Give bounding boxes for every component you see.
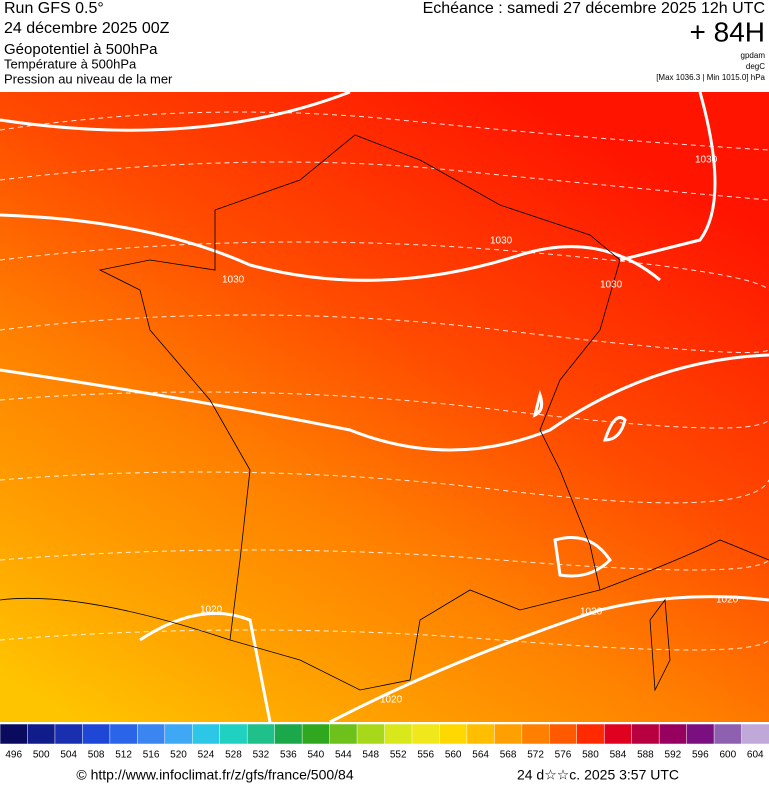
map: 1030 1030 1030 1030 1020 1020 1020 1020 bbox=[0, 90, 769, 724]
source-url: © http://www.infoclimat.fr/z/gfs/france/… bbox=[76, 767, 353, 783]
colorbar-label: 576 bbox=[555, 750, 572, 761]
colorbar-swatch bbox=[658, 723, 688, 745]
colorbar-swatch bbox=[219, 723, 248, 745]
colorbar-swatch bbox=[466, 723, 496, 745]
colorbar-label: 552 bbox=[390, 750, 407, 761]
layer-pressure: Pression au niveau de la mer bbox=[4, 71, 173, 86]
pressure-isobars bbox=[0, 90, 769, 724]
colorbar-label: 564 bbox=[472, 750, 489, 761]
colorbar-swatch bbox=[274, 723, 303, 745]
france-border bbox=[98, 134, 621, 691]
colorbar-label: 556 bbox=[417, 750, 434, 761]
colorbar-swatch bbox=[384, 723, 413, 745]
temperature-isolines bbox=[0, 111, 769, 651]
colorbar-swatch bbox=[82, 723, 111, 745]
unit-degc: degC bbox=[746, 62, 765, 71]
colorbar-label: 520 bbox=[170, 750, 187, 761]
colorbar-swatch bbox=[713, 723, 743, 745]
colorbar-swatch bbox=[192, 723, 221, 745]
colorbar-label: 528 bbox=[225, 750, 242, 761]
colorbar-label: 588 bbox=[637, 750, 654, 761]
colorbar-label: 596 bbox=[692, 750, 709, 761]
valid-time: Echéance : samedi 27 décembre 2025 12h U… bbox=[423, 0, 765, 17]
pressure-range: [Max 1036.3 | Min 1015.0] hPa bbox=[656, 73, 765, 82]
colorbar-swatch bbox=[521, 723, 551, 745]
colorbar-swatch bbox=[411, 723, 441, 745]
run-date: 24 décembre 2025 00Z bbox=[4, 20, 170, 37]
colorbar-label: 568 bbox=[500, 750, 517, 761]
layer-temperature: Température à 500hPa bbox=[4, 56, 137, 71]
colorbar-label: 572 bbox=[527, 750, 544, 761]
colorbar-label: 496 bbox=[5, 750, 22, 761]
colorbar-swatch bbox=[686, 723, 715, 745]
colorbar-label: 532 bbox=[253, 750, 270, 761]
colorbar-swatch bbox=[301, 723, 331, 745]
colorbar-label: 500 bbox=[33, 750, 50, 761]
colorbar-swatch bbox=[164, 723, 194, 745]
colorbar-label: 508 bbox=[88, 750, 105, 761]
contour-label: 1020 bbox=[580, 607, 603, 618]
colorbar-swatch bbox=[109, 723, 139, 745]
colorbar-label: 600 bbox=[719, 750, 736, 761]
contour-label: 1030 bbox=[222, 275, 245, 286]
contour-label: 1020 bbox=[200, 605, 223, 616]
colorbar-label: 544 bbox=[335, 750, 352, 761]
colorbar-swatch bbox=[576, 723, 605, 745]
generated-time: 24 d☆☆c. 2025 3:57 UTC bbox=[517, 767, 679, 783]
colorbar-swatch bbox=[0, 723, 29, 745]
colorbar-swatch bbox=[439, 723, 468, 745]
colorbar-label: 584 bbox=[610, 750, 627, 761]
colorbar-label: 580 bbox=[582, 750, 599, 761]
colorbar-label: 592 bbox=[665, 750, 682, 761]
contour-label: 1030 bbox=[600, 280, 623, 291]
colorbar-label: 604 bbox=[747, 750, 764, 761]
colorbar-swatch bbox=[54, 723, 84, 745]
colorbar-swatch bbox=[603, 723, 633, 745]
colorbar-swatch bbox=[246, 723, 276, 745]
lead-time: + 84H bbox=[690, 16, 766, 47]
contour-label: 1020 bbox=[380, 695, 403, 706]
colorbar-label: 560 bbox=[445, 750, 462, 761]
contour-label: 1020 bbox=[716, 595, 739, 606]
colorbar-swatch bbox=[356, 723, 386, 745]
layer-geopotential: Géopotentiel à 500hPa bbox=[4, 41, 158, 58]
colorbar-swatch bbox=[631, 723, 660, 745]
colorbar-swatch bbox=[741, 723, 769, 745]
temperature-field bbox=[0, 92, 769, 722]
unit-gpdam: gpdam bbox=[741, 51, 766, 60]
colorbar-label: 524 bbox=[198, 750, 215, 761]
colorbar-swatch bbox=[549, 723, 578, 745]
contour-label: 1030 bbox=[490, 236, 513, 247]
colorbar-swatch bbox=[494, 723, 523, 745]
colorbar-label: 516 bbox=[143, 750, 160, 761]
run-title: Run GFS 0.5° bbox=[4, 0, 104, 17]
colorbar: 496 500 504 508 512 516 520 524 528 532 536 540 544 5… bbox=[0, 723, 769, 761]
colorbar-swatch bbox=[329, 723, 358, 745]
colorbar-label: 540 bbox=[307, 750, 324, 761]
contour-label: 1030 bbox=[695, 155, 718, 166]
colorbar-swatch bbox=[137, 723, 166, 745]
neighbour-borders bbox=[0, 539, 769, 692]
colorbar-label: 548 bbox=[362, 750, 379, 761]
colorbar-label: 536 bbox=[280, 750, 297, 761]
colorbar-swatch bbox=[27, 723, 56, 745]
colorbar-label: 512 bbox=[115, 750, 132, 761]
colorbar-label: 504 bbox=[60, 750, 77, 761]
